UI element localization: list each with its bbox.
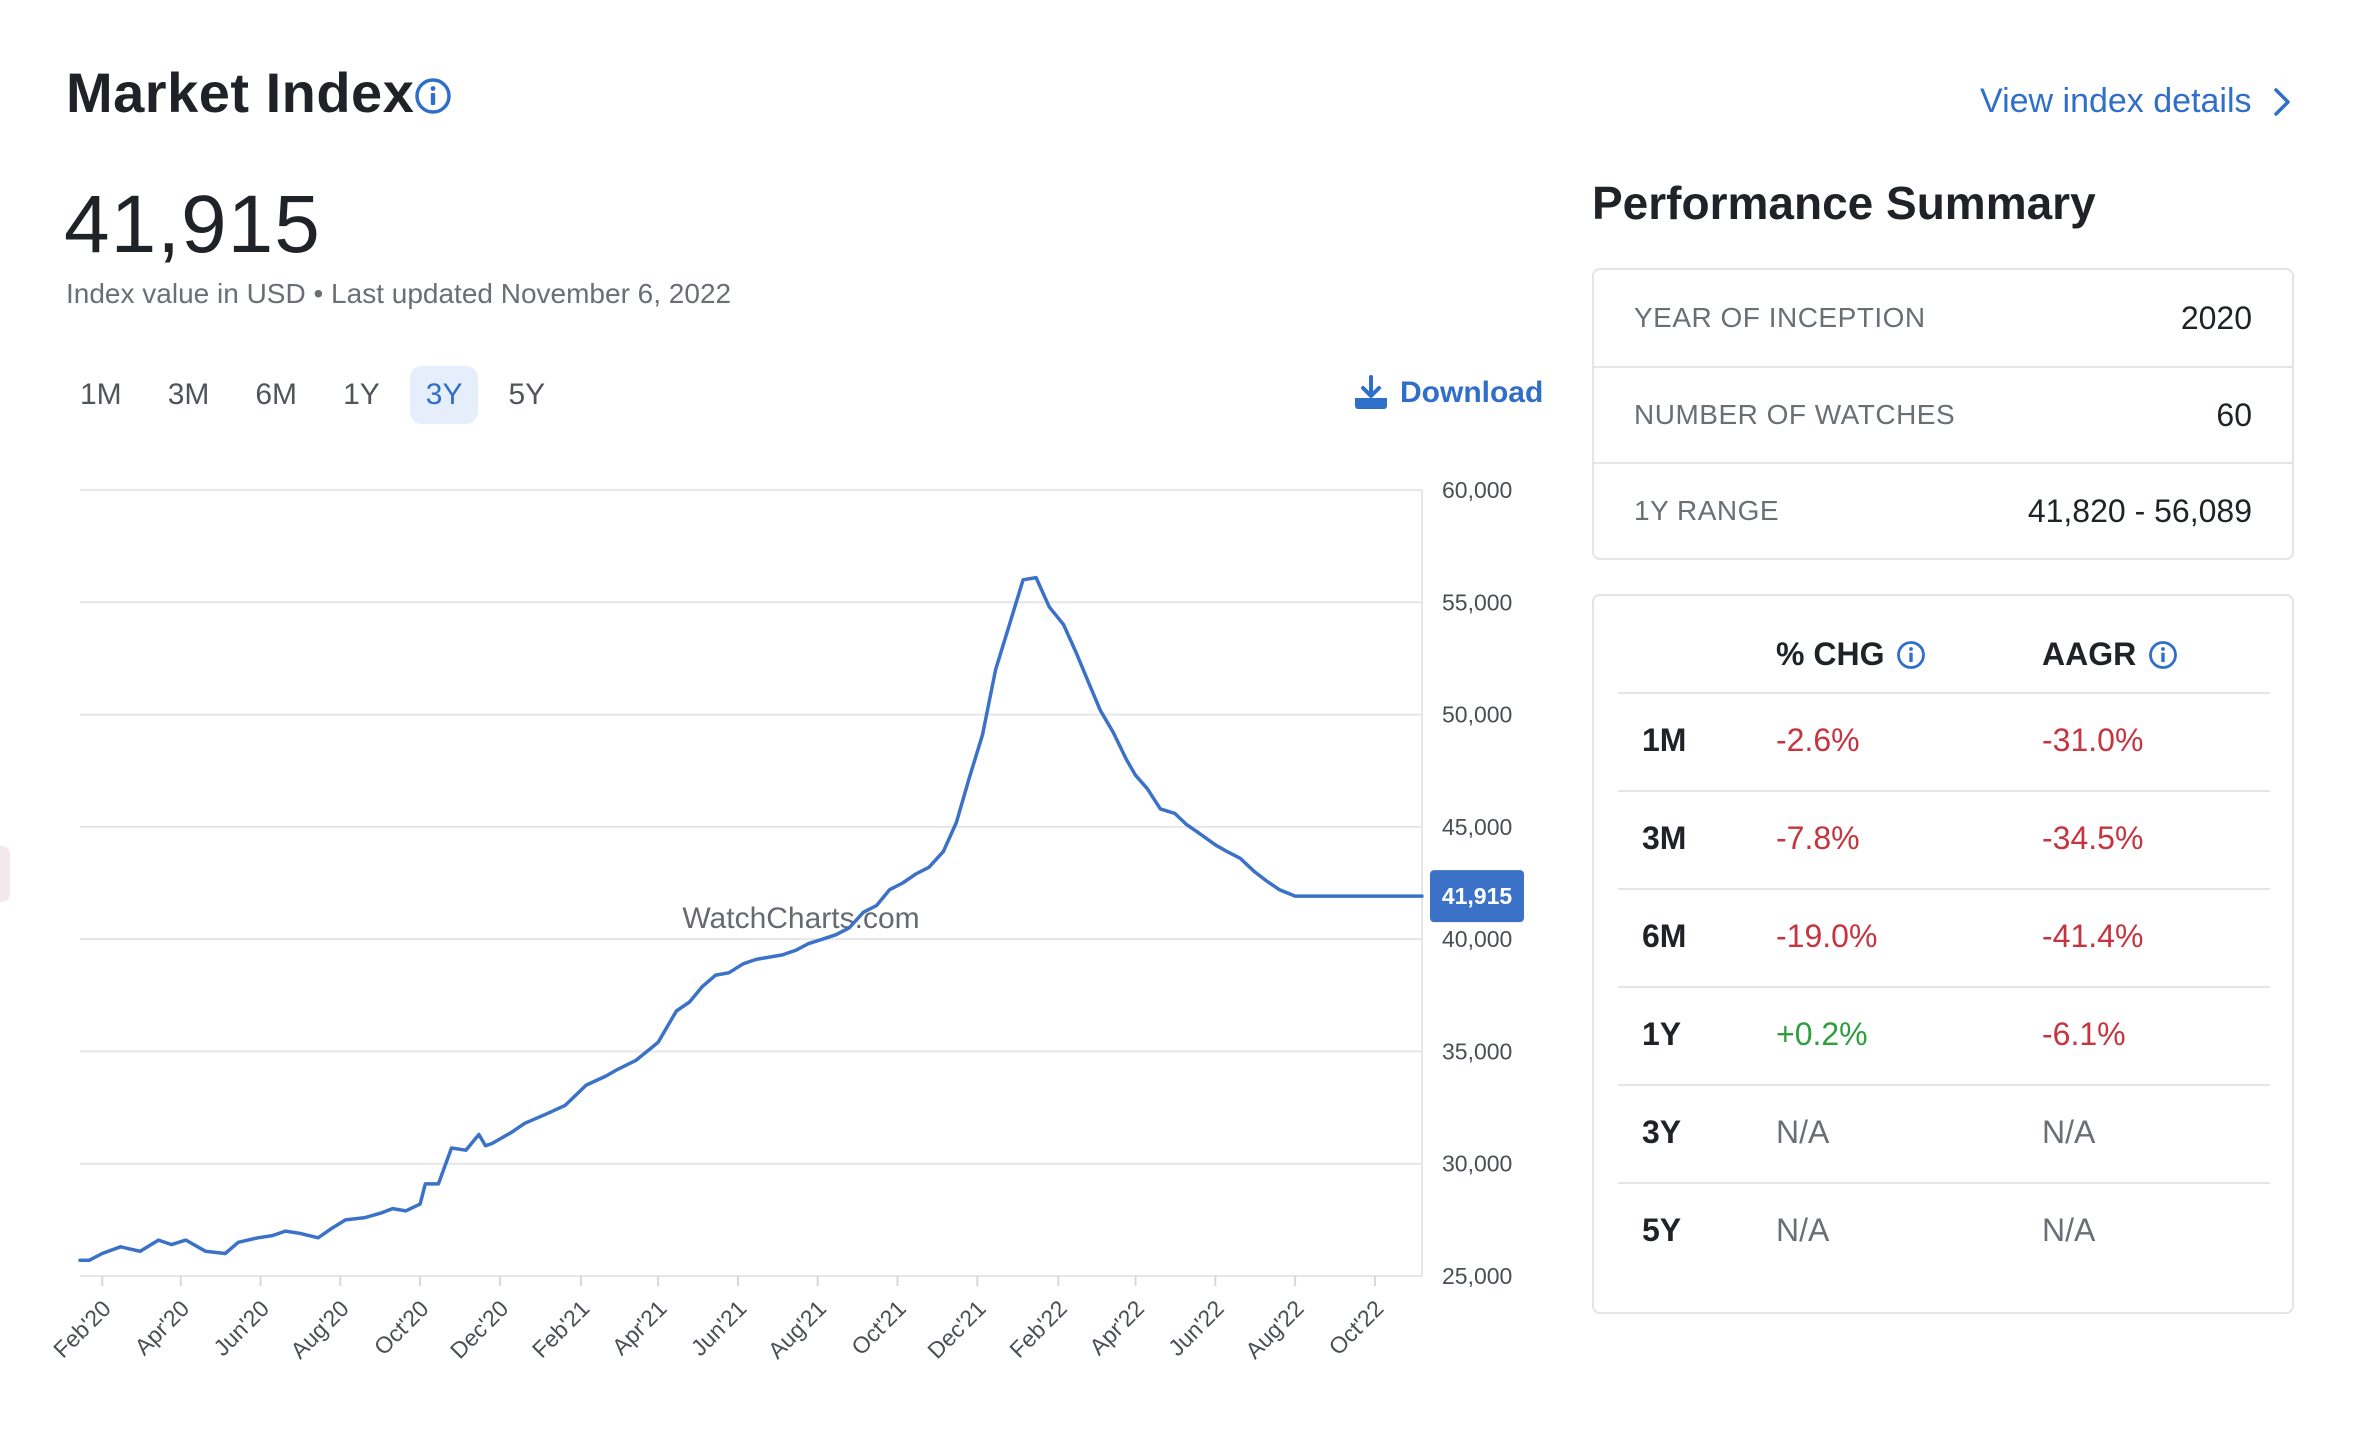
table-row: 5Y N/A N/A <box>1618 1182 2270 1280</box>
table-row: 1Y +0.2% -6.1% <box>1618 986 2270 1084</box>
period-label: 5Y <box>1642 1212 1682 1248</box>
x-tick-label: Apr'22 <box>1084 1295 1149 1360</box>
x-tick-label: Aug'22 <box>1240 1295 1309 1364</box>
range-tab-1y[interactable]: 1Y <box>343 378 380 411</box>
market-index-chart: 60,000 55,000 50,000 45,000 40,000 35,000 30,0… <box>48 477 1524 1364</box>
x-axis-ticks: Feb'20 Apr'20 Jun'20 Aug'20 Oct'20 Dec'20 Feb'… <box>48 1276 1388 1364</box>
index-info-box: YEAR OF INCEPTION 2020 NUMBER OF WATCHES… <box>1592 268 2294 560</box>
info-icon[interactable] <box>2148 640 2178 670</box>
current-value-badge: 41,915 <box>1430 870 1524 923</box>
x-tick-label: Aug'21 <box>763 1295 832 1364</box>
index-series-line[interactable] <box>78 575 1424 1263</box>
info-icon[interactable] <box>1896 640 1926 670</box>
x-tick-label: Feb'20 <box>48 1295 116 1363</box>
x-tick-label: Apr'20 <box>129 1295 194 1360</box>
info-value: 2020 <box>2180 299 2252 336</box>
range-tab-5y[interactable]: 5Y <box>508 378 546 411</box>
aagr-value: -6.1% <box>2042 1016 2126 1052</box>
info-row-inception: YEAR OF INCEPTION 2020 <box>1594 270 2292 366</box>
period-label: 6M <box>1642 918 1687 954</box>
range-tabs: 1M 3M 6M 1Y 3Y 5Y <box>64 366 561 424</box>
x-tick-label: Feb'22 <box>1004 1295 1072 1363</box>
x-tick-label: Aug'20 <box>285 1295 354 1364</box>
grid-lines <box>80 489 1422 1277</box>
info-icon[interactable] <box>414 77 452 115</box>
table-row: 3Y N/A N/A <box>1618 1084 2270 1182</box>
aagr-value: N/A <box>2042 1114 2096 1150</box>
aagr-value: -41.4% <box>2042 918 2144 954</box>
period-label: 1Y <box>1642 1016 1682 1052</box>
info-label: NUMBER OF WATCHES <box>1634 399 1956 430</box>
y-tick-label: 50,000 <box>1442 702 1512 728</box>
period-label: 3M <box>1642 820 1687 856</box>
x-tick-label: Oct'22 <box>1324 1295 1389 1360</box>
x-tick-label: Dec'20 <box>445 1295 514 1364</box>
chg-header-label: % CHG <box>1776 636 1885 672</box>
page-title: Market Index <box>66 61 415 124</box>
view-index-details-link[interactable]: View index details <box>1980 82 2294 121</box>
view-index-details-label: View index details <box>1980 82 2252 120</box>
y-tick-label: 30,000 <box>1442 1151 1512 1177</box>
download-button[interactable]: Download <box>1352 374 1543 412</box>
info-label: 1Y RANGE <box>1634 495 1780 526</box>
y-axis-ticks: 60,000 55,000 50,000 45,000 40,000 35,000 30,0… <box>1442 477 1512 1289</box>
performance-summary-title: Performance Summary <box>1592 177 2096 229</box>
info-value: 60 <box>2216 396 2252 433</box>
download-icon <box>1355 375 1387 409</box>
x-tick-label: Oct'21 <box>846 1295 911 1360</box>
period-label: 3Y <box>1642 1114 1682 1150</box>
chart-watermark: WatchCharts.com <box>682 902 919 935</box>
info-row-1y-range: 1Y RANGE 41,820 - 56,089 <box>1594 462 2292 558</box>
table-row: 6M -19.0% -41.4% <box>1618 888 2270 986</box>
chg-value: -7.8% <box>1776 820 1860 856</box>
aagr-column-header: AAGR <box>2042 636 2178 673</box>
period-label: 1M <box>1642 722 1687 758</box>
aagr-header-label: AAGR <box>2042 636 2137 672</box>
range-tab-6m[interactable]: 6M <box>255 378 298 411</box>
current-value-label: 41,915 <box>1442 883 1513 909</box>
x-tick-label: Jun'21 <box>686 1295 752 1361</box>
x-tick-label: Jun'20 <box>208 1295 274 1361</box>
index-subtitle: Index value in USD • Last updated Novemb… <box>66 278 732 309</box>
aagr-value: N/A <box>2042 1212 2096 1248</box>
chg-value: -2.6% <box>1776 722 1860 758</box>
chg-value: -19.0% <box>1776 918 1878 954</box>
x-tick-label: Oct'20 <box>369 1295 434 1360</box>
chg-value: +0.2% <box>1776 1016 1868 1052</box>
info-row-watches: NUMBER OF WATCHES 60 <box>1594 366 2292 462</box>
aagr-value: -34.5% <box>2042 820 2144 856</box>
y-tick-label: 55,000 <box>1442 589 1512 615</box>
x-tick-label: Apr'21 <box>607 1295 672 1360</box>
info-label: YEAR OF INCEPTION <box>1634 302 1926 333</box>
range-tab-3m[interactable]: 3M <box>167 378 210 411</box>
side-tab-handle[interactable] <box>0 846 10 902</box>
y-tick-label: 35,000 <box>1442 1038 1512 1064</box>
range-tab-3y[interactable]: 3Y <box>409 366 479 424</box>
range-tab-1m[interactable]: 1M <box>80 378 122 411</box>
y-tick-label: 60,000 <box>1442 477 1512 503</box>
chg-value: N/A <box>1776 1114 1830 1150</box>
table-row: 3M -7.8% -34.5% <box>1618 790 2270 888</box>
y-tick-label: 45,000 <box>1442 814 1512 840</box>
table-row: 1M -2.6% -31.0% <box>1618 692 2270 790</box>
info-value: 41,820 - 56,089 <box>2027 492 2252 529</box>
chg-column-header: % CHG <box>1776 636 1926 673</box>
performance-table: % CHG AAGR 1M -2.6% -31.0% 3M -7.8% -34.… <box>1592 594 2294 1314</box>
chevron-right-icon <box>2273 87 2290 116</box>
y-tick-label: 40,000 <box>1442 926 1512 952</box>
x-tick-label: Dec'21 <box>922 1295 991 1364</box>
chg-value: N/A <box>1776 1212 1830 1248</box>
aagr-value: -31.0% <box>2042 722 2144 758</box>
index-value: 41,915 <box>64 179 321 270</box>
x-tick-label: Feb'21 <box>527 1295 595 1363</box>
download-label: Download <box>1400 376 1544 409</box>
y-tick-label: 25,000 <box>1442 1263 1512 1289</box>
x-tick-label: Jun'22 <box>1163 1295 1229 1361</box>
